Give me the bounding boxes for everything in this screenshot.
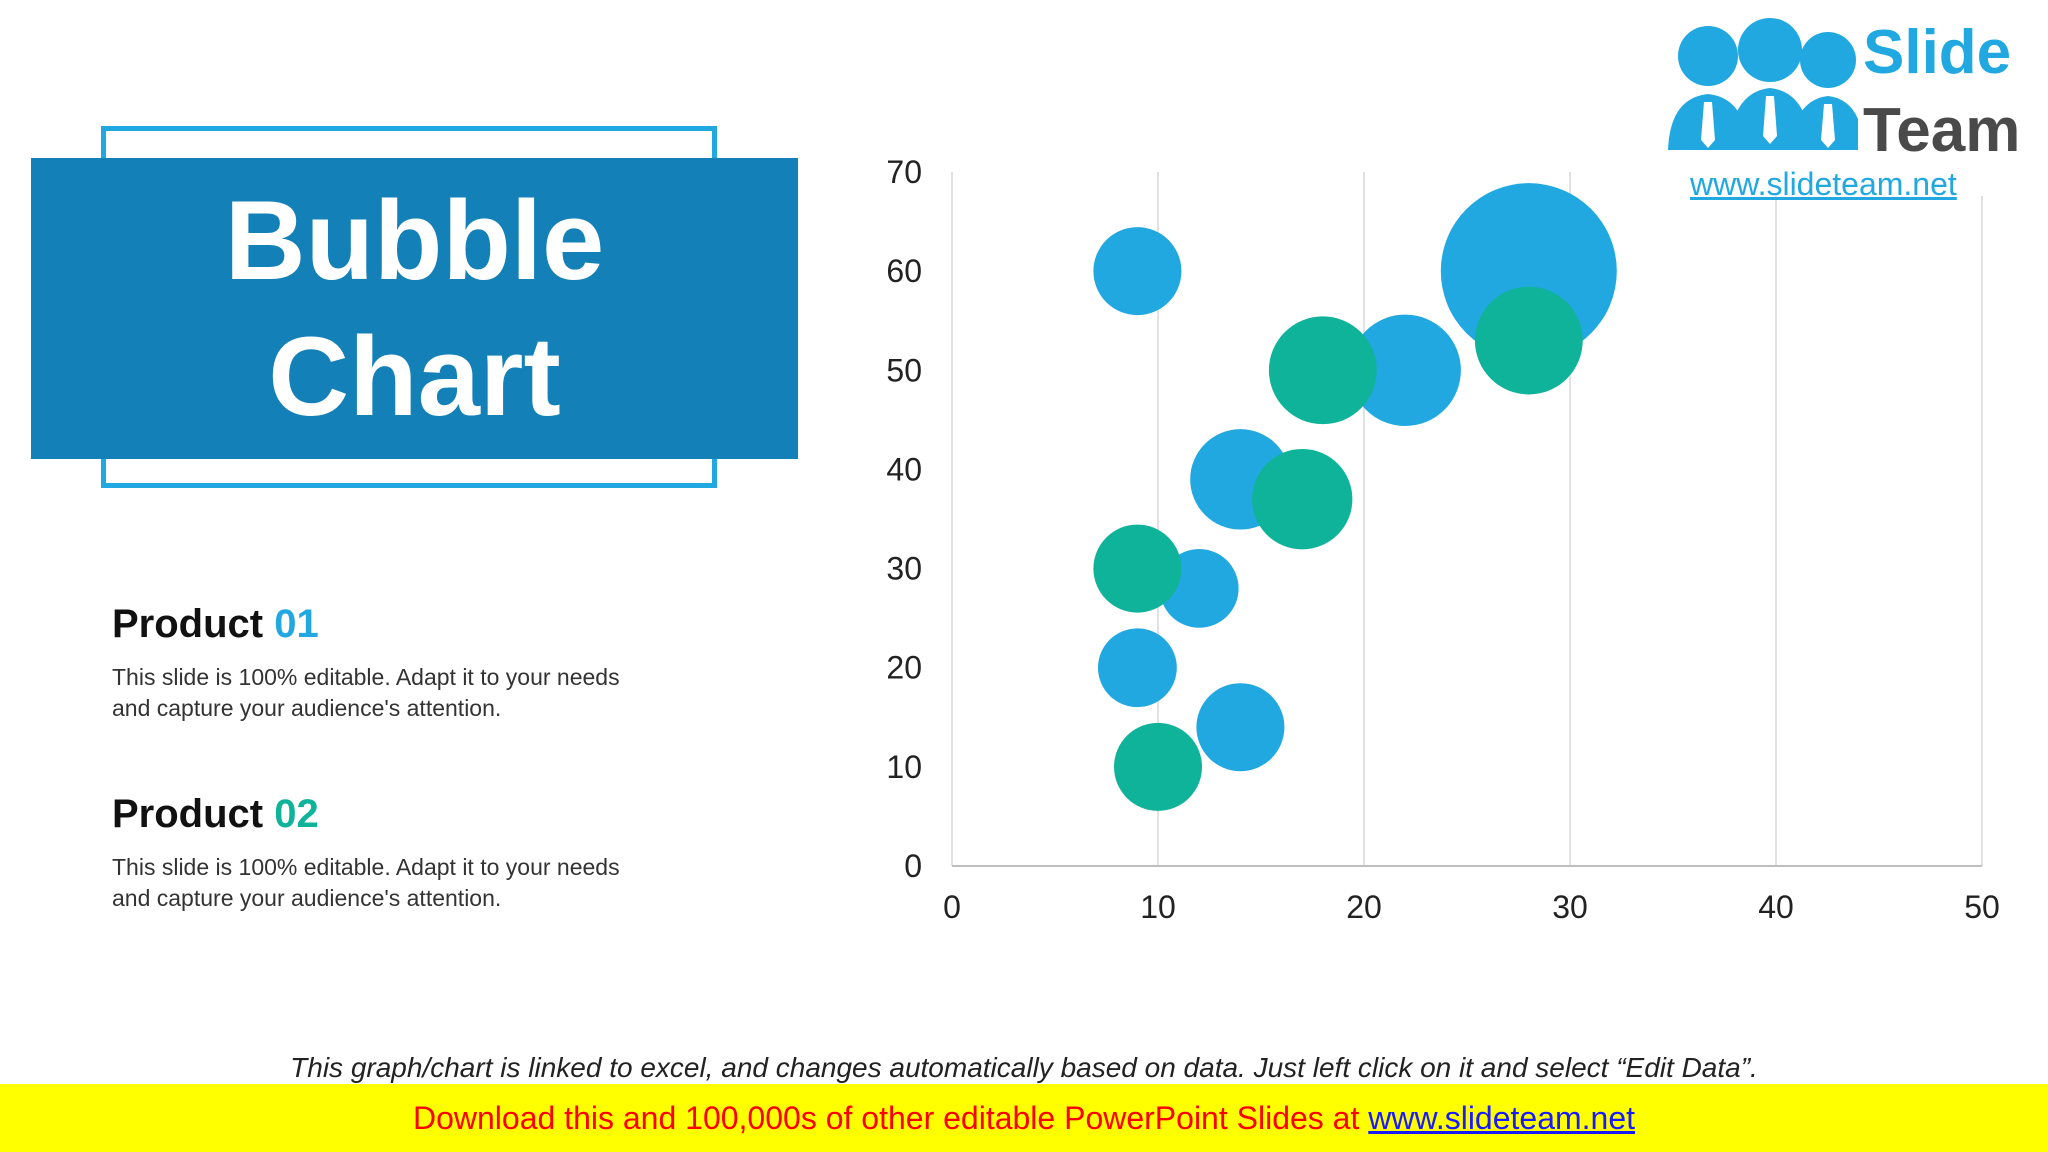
bubble-series1-point-6[interactable] xyxy=(1098,628,1177,708)
title-line-2: Chart xyxy=(268,313,561,439)
logo-url-link[interactable]: www.slideteam.net xyxy=(1690,166,1957,202)
chart-axes: 0 10 20 30 40 50 0 10 20 30 40 50 60 70 xyxy=(886,154,1999,925)
product-01: Product 01 This slide is 100% editable. … xyxy=(112,600,732,724)
product-02-number: 02 xyxy=(274,792,319,836)
x-tick-label-1: 10 xyxy=(1140,889,1176,925)
product-02-label: Product xyxy=(112,792,264,836)
bubble-series2-point-2[interactable] xyxy=(1474,286,1583,395)
bubble-series2-point-4[interactable] xyxy=(1093,524,1182,613)
y-tick-label-6: 60 xyxy=(886,253,922,289)
chart-footnote: This graph/chart is linked to excel, and… xyxy=(290,1052,1758,1083)
slideteam-logo[interactable]: Slide Team www.slideteam.net xyxy=(1638,0,2036,202)
y-tick-label-1: 10 xyxy=(886,749,922,785)
bubble-series1-point-7[interactable] xyxy=(1196,683,1285,772)
y-tick-label-0: 0 xyxy=(904,848,922,884)
title-box: Bubble Chart xyxy=(31,158,798,459)
title-line-1: Bubble xyxy=(224,177,605,303)
x-tick-label-4: 40 xyxy=(1758,889,1794,925)
download-banner: Download this and 100,000s of other edit… xyxy=(0,1084,2048,1152)
x-tick-label-2: 20 xyxy=(1346,889,1382,925)
bubble-series2-point-3[interactable] xyxy=(1252,448,1353,550)
x-tick-label-0: 0 xyxy=(943,889,961,925)
y-tick-label-5: 50 xyxy=(886,352,922,388)
bubble-series2-point-1[interactable] xyxy=(1268,316,1377,425)
product-02-title: Product 02 xyxy=(112,790,732,838)
bubble-series1-point-3[interactable] xyxy=(1349,314,1461,426)
banner-text: Download this and 100,000s of other edit… xyxy=(412,1100,1369,1136)
product-02: Product 02 This slide is 100% editable. … xyxy=(112,790,732,914)
logo-word-slide: Slide xyxy=(1863,18,2012,87)
product-01-title: Product 01 xyxy=(112,600,732,648)
product-01-number: 01 xyxy=(274,602,319,646)
y-tick-label-3: 30 xyxy=(886,551,922,587)
product-01-description: This slide is 100% editable. Adapt it to… xyxy=(112,664,620,721)
product-02-description: This slide is 100% editable. Adapt it to… xyxy=(112,854,620,911)
product-01-label: Product xyxy=(112,602,264,646)
x-tick-label-5: 50 xyxy=(1964,889,2000,925)
x-tick-label-3: 30 xyxy=(1552,889,1588,925)
bubble-series2-point-5[interactable] xyxy=(1114,722,1202,811)
people-logo-icon xyxy=(1668,18,1858,150)
y-tick-label-2: 20 xyxy=(886,650,922,686)
y-tick-label-7: 70 xyxy=(886,154,922,190)
bubble-series1-point-1[interactable] xyxy=(1093,227,1182,316)
logo-word-team: Team xyxy=(1863,96,2021,165)
y-tick-label-4: 40 xyxy=(886,451,922,487)
chart-bubbles xyxy=(1093,183,1617,811)
banner-link[interactable]: www.slideteam.net xyxy=(1368,1100,1636,1136)
